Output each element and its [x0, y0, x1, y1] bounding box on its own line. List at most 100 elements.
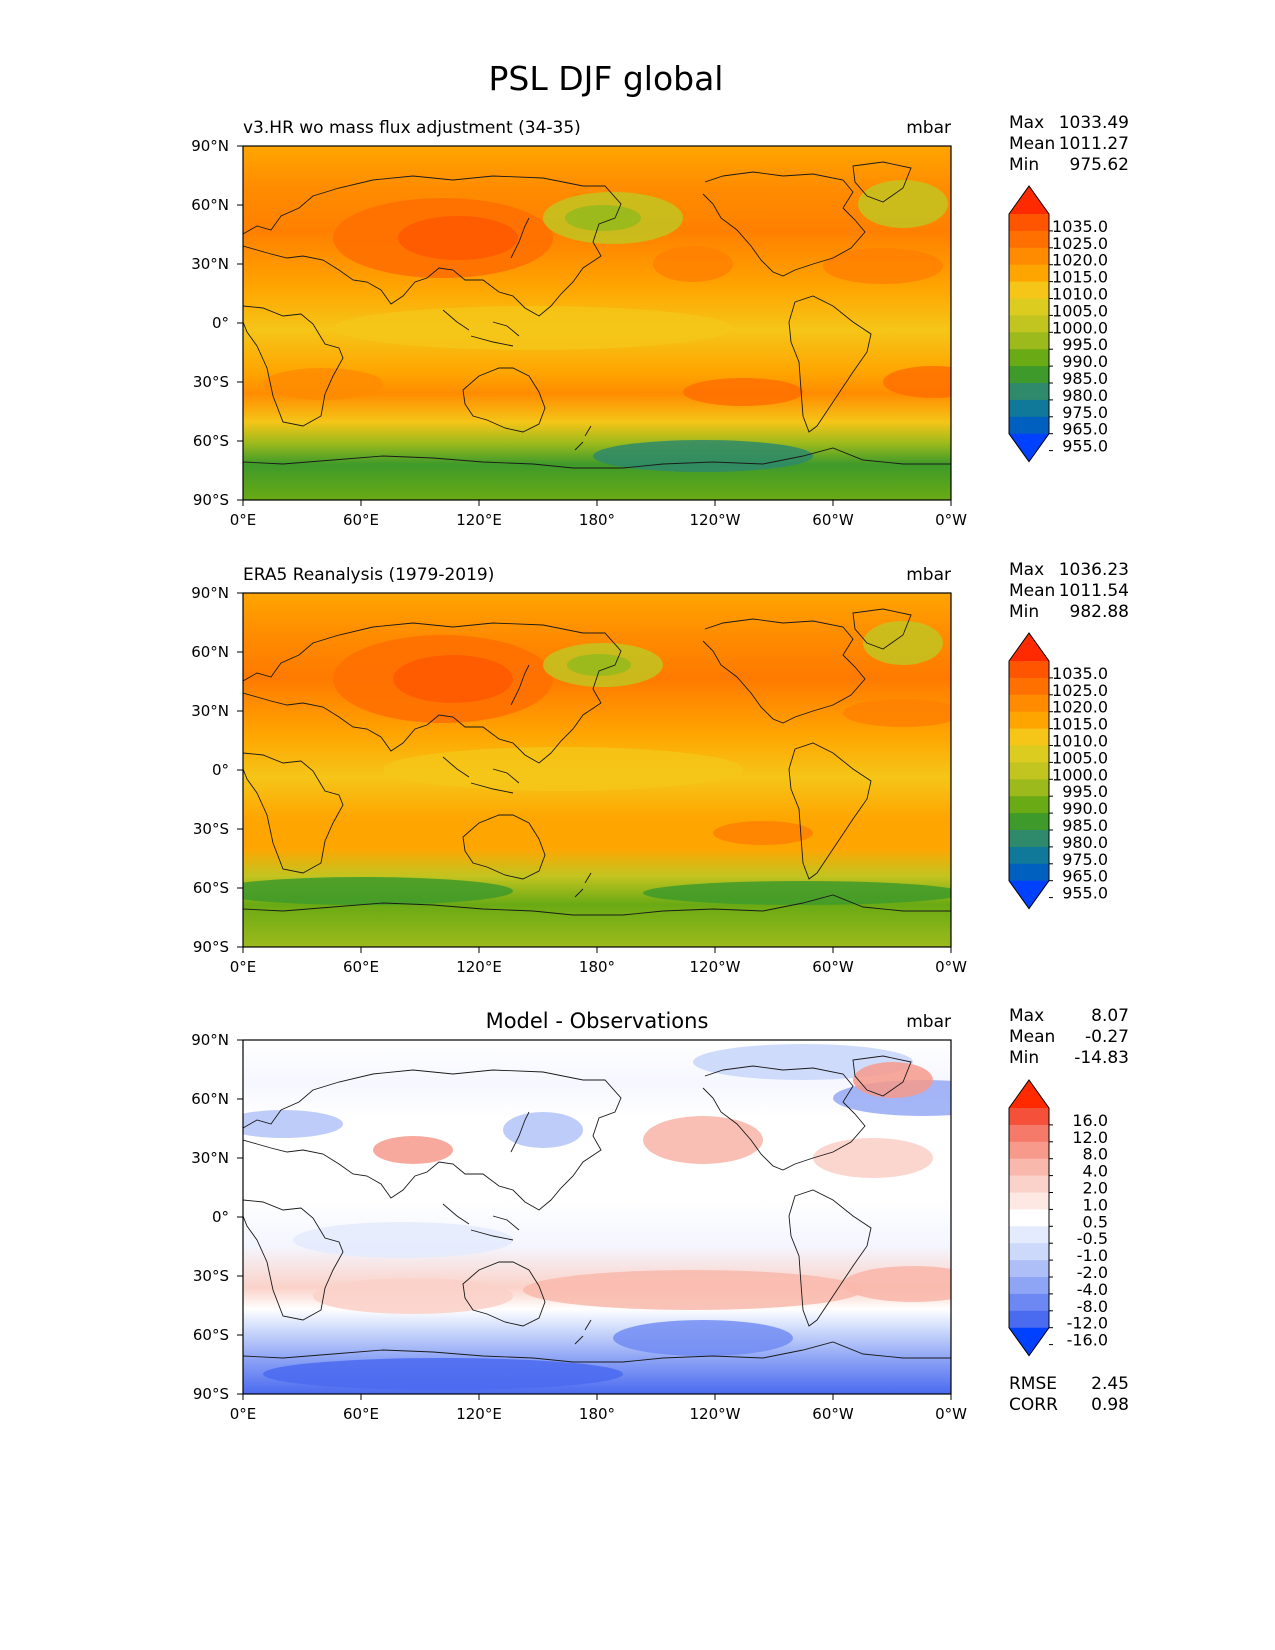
lat-tick-label: 90°S — [193, 491, 229, 509]
pos-s-indian — [313, 1278, 513, 1314]
lat-tick-label: 60°N — [191, 643, 229, 661]
lat-tick-label: 90°S — [193, 1385, 229, 1403]
lat-tick-label: 60°N — [191, 196, 229, 214]
lat-tick-label: 30°N — [191, 255, 229, 273]
colorbar-tick-label: 1000.0 — [1052, 765, 1108, 784]
stat-min-label-obs: Min — [1009, 602, 1039, 622]
colorbar-tick-label: -1.0 — [1077, 1246, 1108, 1265]
stats-model: Max 1033.49 Mean 1011.27 Min 975.62 — [1009, 113, 1129, 175]
colorbar-swatch — [1009, 779, 1049, 797]
units-diff: mbar — [906, 1012, 951, 1032]
units-model: mbar — [906, 118, 951, 138]
lon-tick-label: 60°W — [812, 511, 854, 529]
lat-tick-label: 90°S — [193, 938, 229, 956]
stat-max-label-obs: Max — [1009, 560, 1044, 580]
colorbar-swatch — [1009, 762, 1049, 780]
high-siberia-core-obs — [393, 655, 513, 703]
colorbar-swatch — [1009, 1310, 1049, 1329]
colorbar-tick-label: 995.0 — [1062, 782, 1108, 801]
southern-band-obs — [243, 877, 513, 905]
lat-tick-label: 60°S — [193, 432, 229, 450]
colorbar-swatch — [1009, 813, 1049, 831]
lat-tick-label: 30°N — [191, 1149, 229, 1167]
colorbar-tick-label: 955.0 — [1062, 437, 1108, 456]
psl-field-diff — [243, 1040, 951, 1394]
colorbar-swatch — [1009, 1141, 1049, 1160]
stat-max-label-diff: Max — [1009, 1006, 1044, 1026]
colorbar-tick-label: 1005.0 — [1052, 748, 1108, 767]
colorbar-swatch — [1009, 1158, 1049, 1177]
lon-axis-model: 0°E 60°E 120°E 180° 120°W 60°W 0°W — [230, 500, 967, 529]
colorbar-tick-label: 990.0 — [1062, 352, 1108, 371]
stat-mean-label-obs: Mean — [1009, 581, 1055, 601]
lon-tick-label: 180° — [579, 958, 615, 976]
colorbar-swatch — [1009, 399, 1049, 418]
colorbar-tick-label: 965.0 — [1062, 867, 1108, 886]
colorbar-tick-label: 1015.0 — [1052, 715, 1108, 734]
bottom-stats-diff: RMSE 2.45 CORR 0.98 — [1009, 1374, 1129, 1415]
colorbar-extend-low — [1009, 433, 1049, 462]
colorbar-swatch — [1009, 315, 1049, 333]
colorbar-tick-label: 1035.0 — [1052, 217, 1108, 236]
colorbar-tick-label: 1010.0 — [1052, 285, 1108, 304]
colorbar-swatch — [1009, 383, 1049, 401]
colorbar-tick-label: 2.0 — [1083, 1179, 1108, 1198]
lon-tick-label: 0°W — [935, 958, 967, 976]
colorbar-tick-label: 12.0 — [1072, 1128, 1108, 1147]
lat-tick-label: 30°N — [191, 702, 229, 720]
stat-mean-value-obs: 1011.54 — [1059, 581, 1129, 601]
colorbar-swatch — [1009, 1175, 1049, 1193]
colorbar-tick-label: -2.0 — [1077, 1263, 1108, 1282]
colorbar-tick-label: 995.0 — [1062, 335, 1108, 354]
lon-axis-obs: 0°E 60°E 120°E 180° 120°W 60°W 0°W — [230, 947, 967, 976]
stat-min-value-model: 975.62 — [1070, 155, 1129, 175]
colorbar-tick-label: 1000.0 — [1052, 318, 1108, 337]
colorbar-swatch — [1009, 1192, 1049, 1210]
colorbar-extend-low — [1009, 880, 1049, 909]
pos-n-america — [813, 1138, 933, 1178]
high-s-indian — [263, 368, 383, 400]
lat-tick-label: 90°N — [191, 584, 229, 602]
pos-s-atlantic — [843, 1266, 951, 1302]
colorbar-swatch — [1009, 796, 1049, 814]
lon-tick-label: 180° — [579, 511, 615, 529]
stats-obs: Max 1036.23 Mean 1011.54 Min 982.88 — [1009, 560, 1129, 622]
colorbar-tick-label: 1010.0 — [1052, 732, 1108, 751]
panel-title-obs: ERA5 Reanalysis (1979-2019) — [243, 565, 494, 585]
lon-tick-label: 60°W — [812, 1405, 854, 1423]
lon-tick-label: 60°E — [343, 511, 379, 529]
icelandic-low-obs — [863, 621, 943, 665]
panel-title-diff: Model - Observations — [486, 1009, 709, 1033]
aleutian-low-core — [565, 205, 641, 231]
colorbar-tick-label: -8.0 — [1077, 1297, 1108, 1316]
southern-band-obs-2 — [643, 881, 951, 905]
pos-s-pacific — [523, 1270, 863, 1310]
pos-n-pacific — [643, 1116, 763, 1164]
colorbar-tick-label: 1005.0 — [1052, 301, 1108, 320]
colorbar-model: 1035.01025.01020.01015.01010.01005.01000… — [1008, 185, 1108, 463]
lat-tick-label: 0° — [212, 1208, 229, 1226]
panel-model: v3.HR wo mass flux adjustment (34-35) mb… — [191, 118, 967, 529]
colorbar-swatch — [1009, 416, 1049, 435]
lat-tick-label: 0° — [212, 761, 229, 779]
colorbar-swatch — [1009, 661, 1049, 679]
colorbar-tick-label: 975.0 — [1062, 850, 1108, 869]
lat-tick-label: 30°S — [193, 820, 229, 838]
colorbar-swatch — [1009, 1124, 1049, 1143]
colorbar-swatch — [1009, 1226, 1049, 1244]
colorbar-swatch — [1009, 830, 1049, 848]
lon-tick-label: 120°W — [690, 958, 741, 976]
stats-diff: Max 8.07 Mean -0.27 Min -14.83 — [1009, 1006, 1129, 1068]
colorbar-swatch — [1009, 264, 1049, 283]
colorbar-swatch — [1009, 694, 1049, 713]
southern-low — [593, 440, 813, 472]
icelandic-low — [858, 180, 948, 228]
colorbar-tick-label: 1.0 — [1083, 1195, 1108, 1214]
colorbar-extend-low — [1009, 1327, 1049, 1356]
neg-antarctic — [263, 1358, 623, 1390]
colorbar-swatch — [1009, 1108, 1049, 1126]
colorbar-swatch — [1009, 1243, 1049, 1261]
colorbar-extend-high — [1009, 186, 1049, 214]
stat-mean-label-model: Mean — [1009, 134, 1055, 154]
stat-mean-value-model: 1011.27 — [1059, 134, 1129, 154]
